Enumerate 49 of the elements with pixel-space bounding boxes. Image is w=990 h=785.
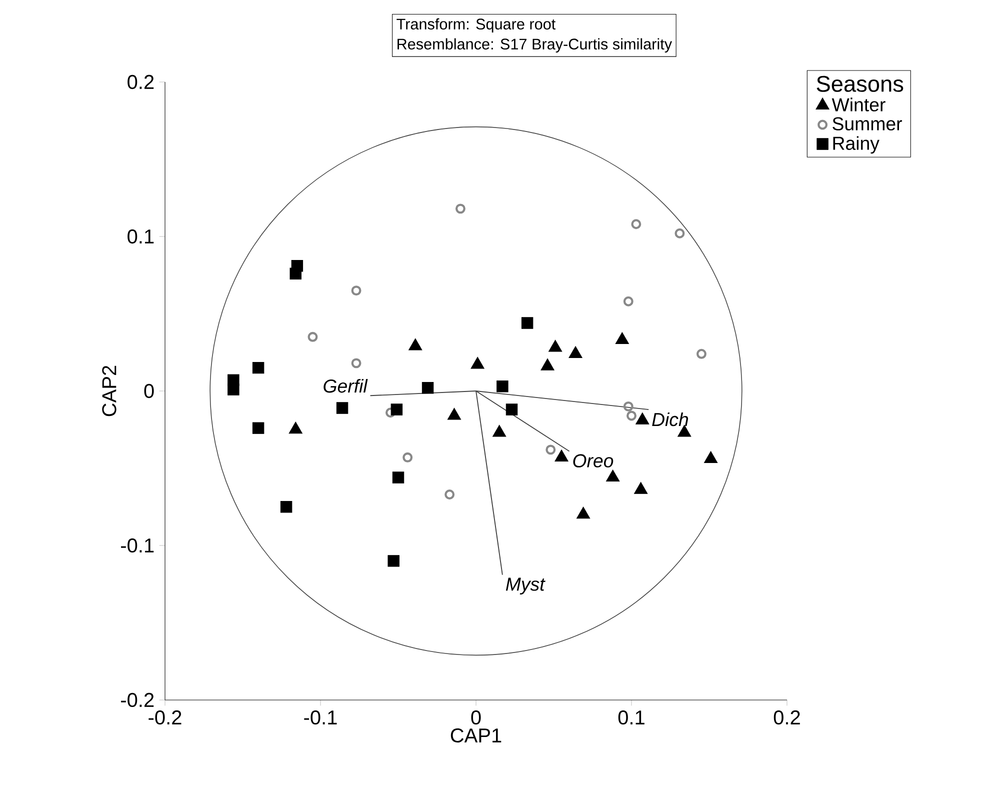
legend-label: Rainy bbox=[833, 136, 880, 154]
point bbox=[392, 472, 404, 484]
annotation: Oreo bbox=[573, 454, 614, 468]
point bbox=[280, 500, 292, 513]
y-tick-label: -0.1 bbox=[121, 538, 154, 553]
y-tick-label: -0.2 bbox=[121, 692, 154, 708]
y-tick-label: 0.1 bbox=[128, 229, 154, 244]
point bbox=[546, 444, 556, 455]
point bbox=[402, 452, 413, 462]
point bbox=[252, 362, 264, 374]
point bbox=[696, 348, 706, 359]
annotation: Gerfil bbox=[324, 378, 368, 393]
point bbox=[308, 332, 318, 342]
point bbox=[455, 204, 466, 214]
annotation: Dich bbox=[652, 412, 688, 426]
point bbox=[390, 404, 403, 416]
point bbox=[623, 401, 634, 412]
x-tick-label: -0.2 bbox=[148, 710, 182, 725]
point bbox=[351, 286, 362, 296]
x-axis-title: CAP1 bbox=[450, 728, 502, 743]
point bbox=[385, 408, 396, 418]
point bbox=[228, 384, 240, 396]
x-tick-label: 0.1 bbox=[618, 710, 644, 725]
x-tick-label: 0.2 bbox=[774, 710, 800, 725]
text: Resemblance: S17 Bray-Curtis similarity bbox=[398, 38, 672, 53]
point bbox=[521, 317, 534, 329]
y-axis-title: CAP2 bbox=[102, 366, 116, 416]
point bbox=[336, 402, 348, 414]
point bbox=[626, 410, 636, 421]
point bbox=[388, 555, 400, 567]
point bbox=[351, 358, 362, 368]
point bbox=[252, 422, 264, 434]
x-tick-label: 0 bbox=[471, 710, 481, 725]
point bbox=[290, 268, 302, 280]
legend-label: Summer bbox=[832, 117, 902, 130]
point bbox=[496, 380, 508, 392]
point bbox=[444, 490, 455, 500]
y-tick-label: 0 bbox=[144, 384, 154, 398]
point bbox=[674, 228, 685, 238]
y-tick-label: 0.2 bbox=[128, 74, 154, 90]
point bbox=[623, 296, 634, 306]
annotation: Myst bbox=[506, 578, 546, 594]
x-tick-label: -0.1 bbox=[304, 710, 337, 725]
point bbox=[506, 404, 518, 416]
legend-title: Seasons bbox=[816, 76, 904, 92]
point bbox=[631, 219, 642, 230]
legend-label: Winter bbox=[832, 98, 886, 112]
text: Transform: Square root bbox=[396, 18, 556, 33]
point bbox=[422, 382, 434, 394]
